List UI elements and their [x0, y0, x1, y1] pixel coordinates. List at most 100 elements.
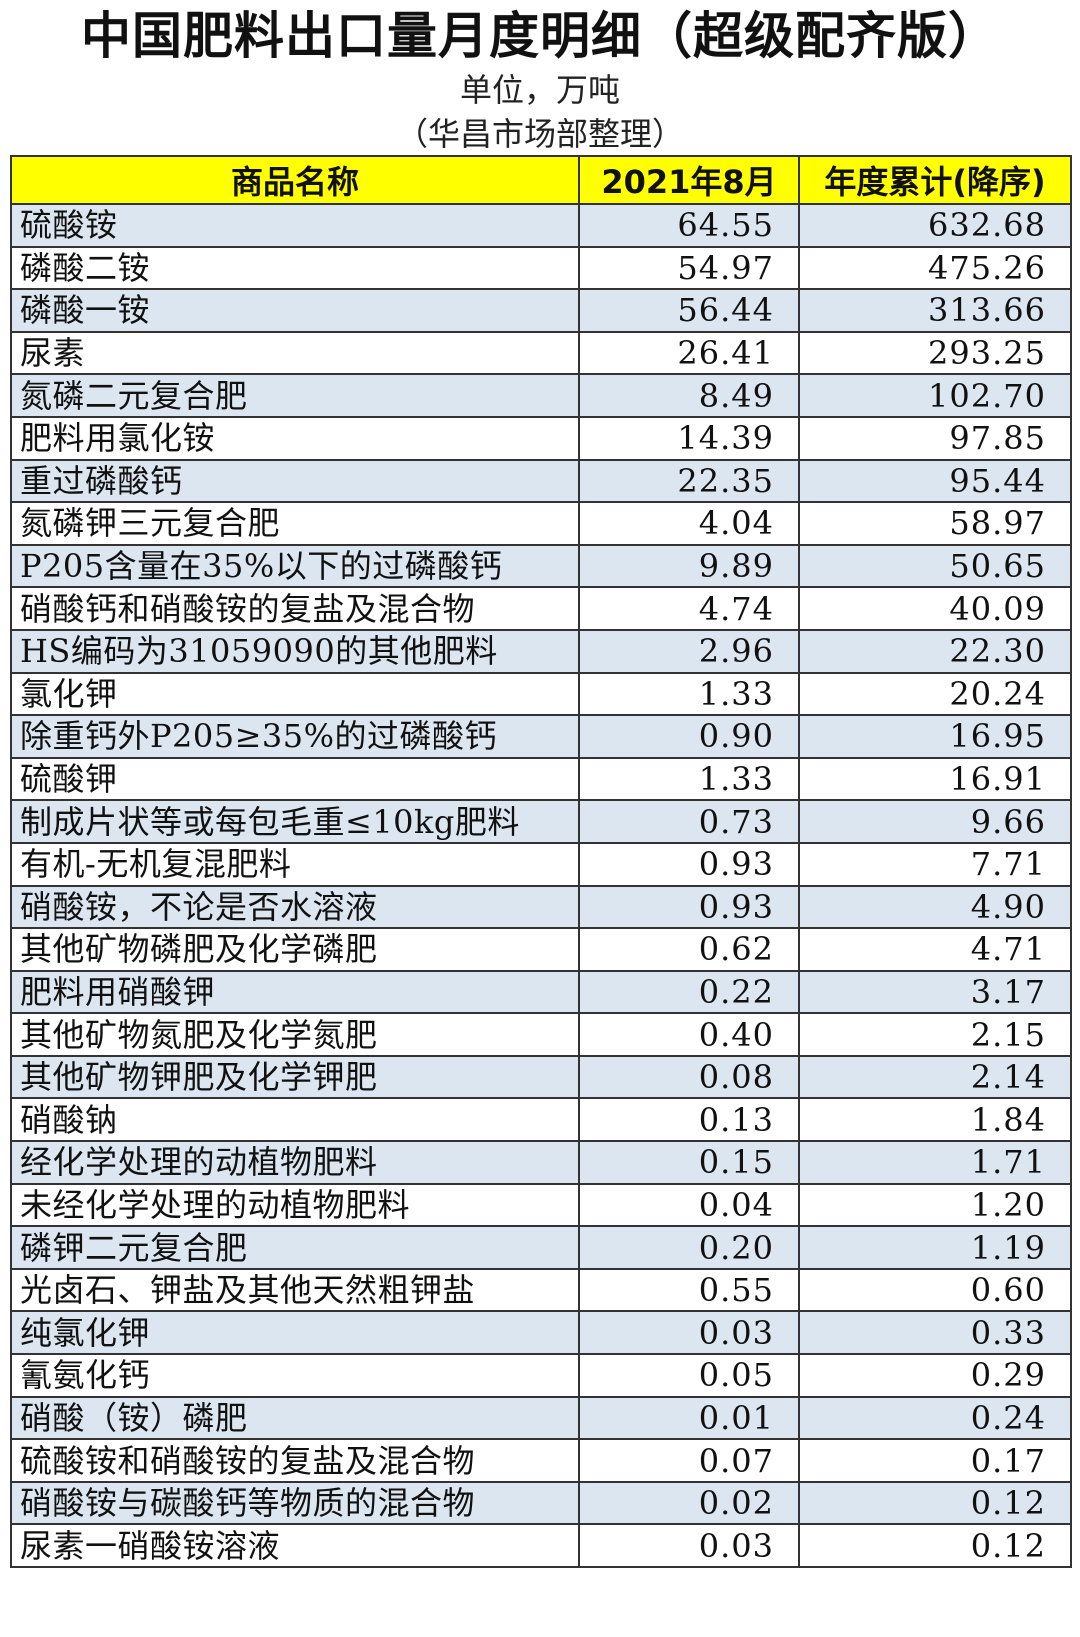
ytd-value-cell: 313.66	[798, 288, 1072, 333]
table-row: 氮磷钾三元复合肥 4.04 58.97	[10, 501, 1072, 546]
month-value-cell: 4.04	[578, 501, 800, 546]
ytd-value-cell: 50.65	[798, 543, 1072, 589]
product-name-cell: 有机-无机复混肥料	[10, 841, 580, 887]
ytd-value-cell: 16.95	[798, 714, 1072, 759]
product-name-cell: 硝酸铵，不论是否水溶液	[10, 884, 580, 930]
table-row: 氯化钾 1.33 20.24	[10, 671, 1072, 717]
month-value-cell: 0.93	[578, 884, 800, 930]
header-product-name: 商品名称	[10, 155, 580, 205]
month-value-cell: 0.90	[578, 714, 800, 759]
ytd-value-cell: 9.66	[798, 799, 1072, 844]
ytd-value-cell: 0.33	[798, 1310, 1072, 1356]
table-row: 其他矿物钾肥及化学钾肥 0.08 2.14	[10, 1054, 1072, 1100]
ytd-value-cell: 2.14	[798, 1054, 1072, 1100]
source-label: （华昌市场部整理）	[395, 115, 684, 153]
month-value-cell: 0.93	[578, 841, 800, 887]
ytd-value-cell: 1.19	[798, 1225, 1072, 1270]
ytd-value-cell: 1.20	[798, 1182, 1072, 1228]
table-row: 氰氨化钙 0.05 0.29	[10, 1353, 1072, 1398]
ytd-value-cell: 22.30	[798, 628, 1072, 674]
month-value-cell: 0.40	[578, 1012, 800, 1057]
table-row: 磷酸二铵 54.97 475.26	[10, 245, 1072, 291]
month-value-cell: 8.49	[578, 373, 800, 418]
table-row: 有机-无机复混肥料 0.93 7.71	[10, 841, 1072, 887]
month-value-cell: 14.39	[578, 415, 800, 461]
table-row: 其他矿物氮肥及化学氮肥 0.40 2.15	[10, 1012, 1072, 1057]
ytd-value-cell: 16.91	[798, 756, 1072, 802]
month-value-cell: 0.73	[578, 799, 800, 844]
table-row: 磷钾二元复合肥 0.20 1.19	[10, 1225, 1072, 1270]
month-value-cell: 0.55	[578, 1267, 800, 1313]
product-name-cell: 氮磷钾三元复合肥	[10, 501, 580, 546]
month-value-cell: 9.89	[578, 543, 800, 589]
ytd-value-cell: 1.71	[798, 1140, 1072, 1185]
ytd-value-cell: 7.71	[798, 841, 1072, 887]
table-row: 尿素一硝酸铵溶液 0.03 0.12	[10, 1523, 1072, 1568]
table-row: 硫酸钾 1.33 16.91	[10, 756, 1072, 802]
month-value-cell: 0.20	[578, 1225, 800, 1270]
table-row: 硝酸（铵）磷肥 0.01 0.24	[10, 1395, 1072, 1441]
ytd-value-cell: 102.70	[798, 373, 1072, 418]
ytd-value-cell: 632.68	[798, 203, 1072, 248]
product-name-cell: 氮磷二元复合肥	[10, 373, 580, 418]
table-row: 硝酸钠 0.13 1.84	[10, 1097, 1072, 1143]
ytd-value-cell: 0.60	[798, 1267, 1072, 1313]
month-value-cell: 0.04	[578, 1182, 800, 1228]
ytd-value-cell: 2.15	[798, 1012, 1072, 1057]
month-value-cell: 0.15	[578, 1140, 800, 1185]
month-value-cell: 0.13	[578, 1097, 800, 1143]
month-value-cell: 0.62	[578, 927, 800, 972]
month-value-cell: 4.74	[578, 586, 800, 631]
month-value-cell: 1.33	[578, 671, 800, 717]
month-value-cell: 0.01	[578, 1395, 800, 1441]
product-name-cell: 重过磷酸钙	[10, 458, 580, 504]
ytd-value-cell: 475.26	[798, 245, 1072, 291]
fertilizer-export-table: 商品名称 2021年8月 年度累计(降序) 硫酸铵 64.55 632.68 磷酸二铵…	[10, 155, 1072, 1568]
product-name-cell: 纯氯化钾	[10, 1310, 580, 1356]
ytd-value-cell: 20.24	[798, 671, 1072, 717]
product-name-cell: 硫酸铵	[10, 203, 580, 248]
ytd-value-cell: 293.25	[798, 330, 1072, 376]
ytd-value-cell: 95.44	[798, 458, 1072, 504]
product-name-cell: 硫酸铵和硝酸铵的复盐及混合物	[10, 1438, 580, 1483]
table-row: HS编码为31059090的其他肥料 2.96 22.30	[10, 628, 1072, 674]
product-name-cell: 肥料用氯化铵	[10, 415, 580, 461]
product-name-cell: 硝酸（铵）磷肥	[10, 1395, 580, 1441]
product-name-cell: 磷酸二铵	[10, 245, 580, 291]
month-value-cell: 0.08	[578, 1054, 800, 1100]
ytd-value-cell: 4.90	[798, 884, 1072, 930]
ytd-value-cell: 97.85	[798, 415, 1072, 461]
product-name-cell: 硝酸铵与碳酸钙等物质的混合物	[10, 1480, 580, 1526]
table-row: 未经化学处理的动植物肥料 0.04 1.20	[10, 1182, 1072, 1228]
month-value-cell: 2.96	[578, 628, 800, 674]
product-name-cell: 硫酸钾	[10, 756, 580, 802]
product-name-cell: HS编码为31059090的其他肥料	[10, 628, 580, 674]
table-row: 氮磷二元复合肥 8.49 102.70	[10, 373, 1072, 418]
ytd-value-cell: 58.97	[798, 501, 1072, 546]
month-value-cell: 0.03	[578, 1523, 800, 1568]
product-name-cell: 制成片状等或每包毛重≤10kg肥料	[10, 799, 580, 844]
ytd-value-cell: 40.09	[798, 586, 1072, 631]
month-value-cell: 0.22	[578, 969, 800, 1015]
product-name-cell: 氯化钾	[10, 671, 580, 717]
ytd-value-cell: 3.17	[798, 969, 1072, 1015]
ytd-value-cell: 0.29	[798, 1353, 1072, 1398]
month-value-cell: 64.55	[578, 203, 800, 248]
table-row: 肥料用硝酸钾 0.22 3.17	[10, 969, 1072, 1015]
product-name-cell: 磷酸一铵	[10, 288, 580, 333]
product-name-cell: 经化学处理的动植物肥料	[10, 1140, 580, 1185]
month-value-cell: 26.41	[578, 330, 800, 376]
table-row: 光卤石、钾盐及其他天然粗钾盐 0.55 0.60	[10, 1267, 1072, 1313]
ytd-value-cell: 4.71	[798, 927, 1072, 972]
month-value-cell: 0.05	[578, 1353, 800, 1398]
page-title: 中国肥料出口量月度明细（超级配齐版）	[81, 7, 999, 65]
table-row: 硫酸铵和硝酸铵的复盐及混合物 0.07 0.17	[10, 1438, 1072, 1483]
table-row: 硫酸铵 64.55 632.68	[10, 203, 1072, 248]
table-row: 尿素 26.41 293.25	[10, 330, 1072, 376]
product-name-cell: P205含量在35%以下的过磷酸钙	[10, 543, 580, 589]
month-value-cell: 0.02	[578, 1480, 800, 1526]
table-row: 制成片状等或每包毛重≤10kg肥料 0.73 9.66	[10, 799, 1072, 844]
table-row: 磷酸一铵 56.44 313.66	[10, 288, 1072, 333]
ytd-value-cell: 0.12	[798, 1480, 1072, 1526]
table-row: 经化学处理的动植物肥料 0.15 1.71	[10, 1140, 1072, 1185]
